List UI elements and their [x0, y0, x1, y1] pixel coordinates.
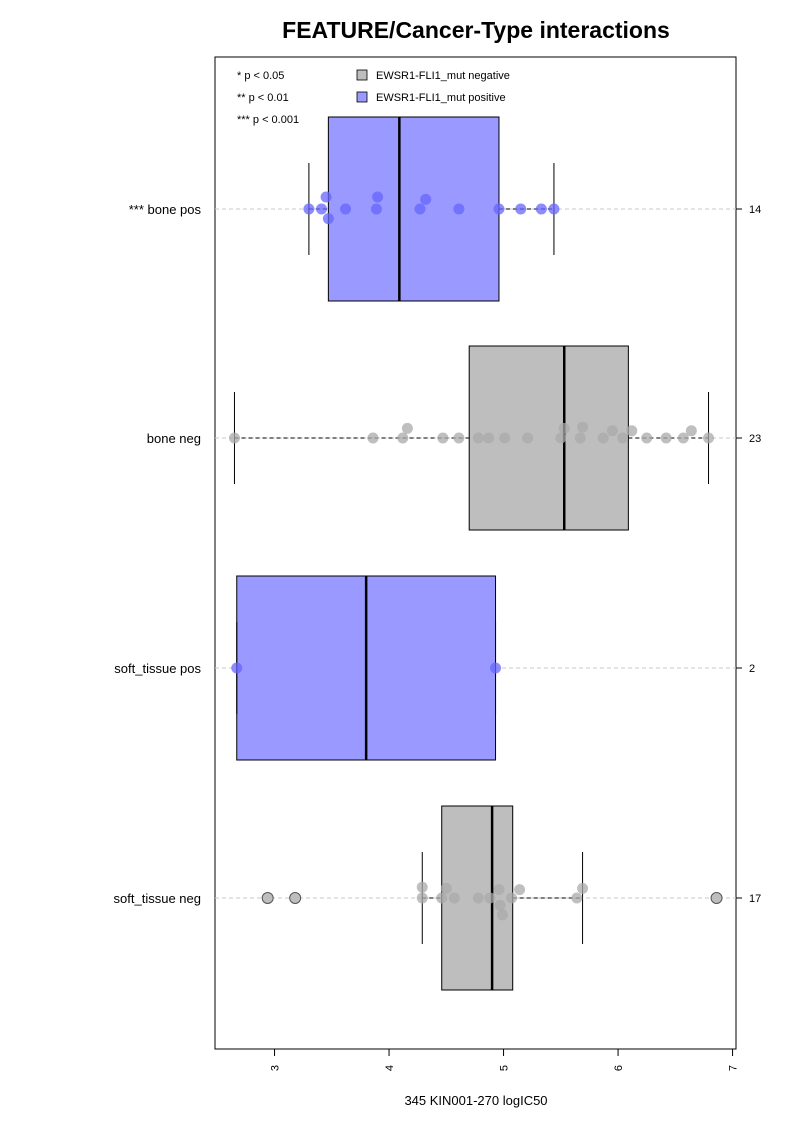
outlier-point — [710, 892, 723, 904]
outlier-point — [261, 892, 274, 904]
data-point — [322, 213, 334, 225]
data-point — [574, 432, 586, 444]
legend-label: EWSR1-FLI1_mut positive — [376, 92, 506, 104]
x-tick-label: 4 — [384, 1065, 396, 1071]
data-point — [320, 191, 332, 203]
x-tick-label: 6 — [613, 1065, 625, 1071]
data-point — [372, 191, 384, 203]
legend-swatch — [356, 91, 368, 103]
significance-note: ** p < 0.01 — [237, 92, 289, 104]
data-point — [597, 432, 609, 444]
data-point — [577, 421, 589, 433]
data-point — [231, 662, 243, 674]
data-point — [453, 432, 465, 444]
chart-title: FEATURE/Cancer-Type interactions — [282, 17, 670, 43]
data-point — [437, 432, 449, 444]
count-label: 23 — [749, 433, 761, 445]
data-point — [397, 432, 409, 444]
data-point — [493, 203, 505, 215]
points-layer — [228, 191, 723, 921]
data-point — [548, 203, 560, 215]
count-label: 2 — [749, 663, 755, 675]
data-point — [535, 203, 547, 215]
data-point — [515, 203, 527, 215]
data-point — [571, 892, 583, 904]
y-tick-label: bone neg — [147, 431, 201, 446]
data-point — [558, 422, 570, 434]
data-point — [577, 882, 589, 894]
x-axis: 3 4 5 6 7 — [270, 1048, 740, 1071]
data-point — [617, 432, 629, 444]
outlier-point — [289, 892, 302, 904]
significance-note: * p < 0.05 — [237, 70, 284, 82]
data-point — [228, 432, 240, 444]
box-layer — [233, 116, 710, 991]
data-point — [703, 432, 715, 444]
data-point — [490, 662, 502, 674]
data-point — [494, 899, 506, 911]
data-point — [340, 203, 352, 215]
data-point — [401, 422, 413, 434]
legend-swatch — [356, 69, 368, 81]
data-point — [436, 892, 448, 904]
data-point — [367, 432, 379, 444]
significance-note: *** p < 0.001 — [237, 114, 299, 126]
y-tick-label: soft_tissue neg — [114, 891, 201, 906]
data-point — [685, 425, 697, 437]
x-tick-label: 7 — [728, 1065, 740, 1071]
x-tick-label: 5 — [499, 1065, 511, 1071]
data-point — [416, 892, 428, 904]
data-point — [440, 882, 452, 894]
data-point — [660, 432, 672, 444]
legend: * p < 0.05 ** p < 0.01 *** p < 0.001 EWSR1-… — [237, 69, 510, 126]
data-point — [448, 892, 460, 904]
data-point — [641, 432, 653, 444]
y-axis-labels: *** bone pos bone neg soft_tissue pos soft_… — [114, 202, 202, 906]
data-point — [506, 892, 518, 904]
data-point — [483, 432, 495, 444]
data-point — [499, 432, 511, 444]
x-tick-label: 3 — [270, 1065, 282, 1071]
data-point — [315, 203, 327, 215]
data-point — [606, 425, 618, 437]
data-point — [514, 884, 526, 896]
data-point — [472, 892, 484, 904]
y-tick-label: soft_tissue pos — [114, 661, 201, 676]
data-point — [416, 881, 428, 893]
data-point — [370, 203, 382, 215]
data-point — [472, 432, 484, 444]
data-point — [522, 432, 534, 444]
data-point — [420, 193, 432, 205]
x-axis-label: 345 KIN001-270 logIC50 — [404, 1093, 547, 1108]
data-point — [493, 884, 505, 896]
data-point — [677, 432, 689, 444]
data-point — [303, 203, 315, 215]
data-point — [453, 203, 465, 215]
data-point — [484, 892, 496, 904]
data-point — [626, 425, 638, 437]
box-positive — [327, 116, 500, 302]
data-point — [414, 203, 426, 215]
grid-lines — [215, 208, 736, 899]
count-label: 14 — [749, 204, 761, 216]
count-labels: 14 23 2 17 — [736, 204, 761, 905]
legend-label: EWSR1-FLI1_mut negative — [376, 70, 510, 82]
data-point — [496, 909, 508, 921]
data-point — [555, 432, 567, 444]
y-tick-label: *** bone pos — [129, 202, 202, 217]
count-label: 17 — [749, 893, 761, 905]
